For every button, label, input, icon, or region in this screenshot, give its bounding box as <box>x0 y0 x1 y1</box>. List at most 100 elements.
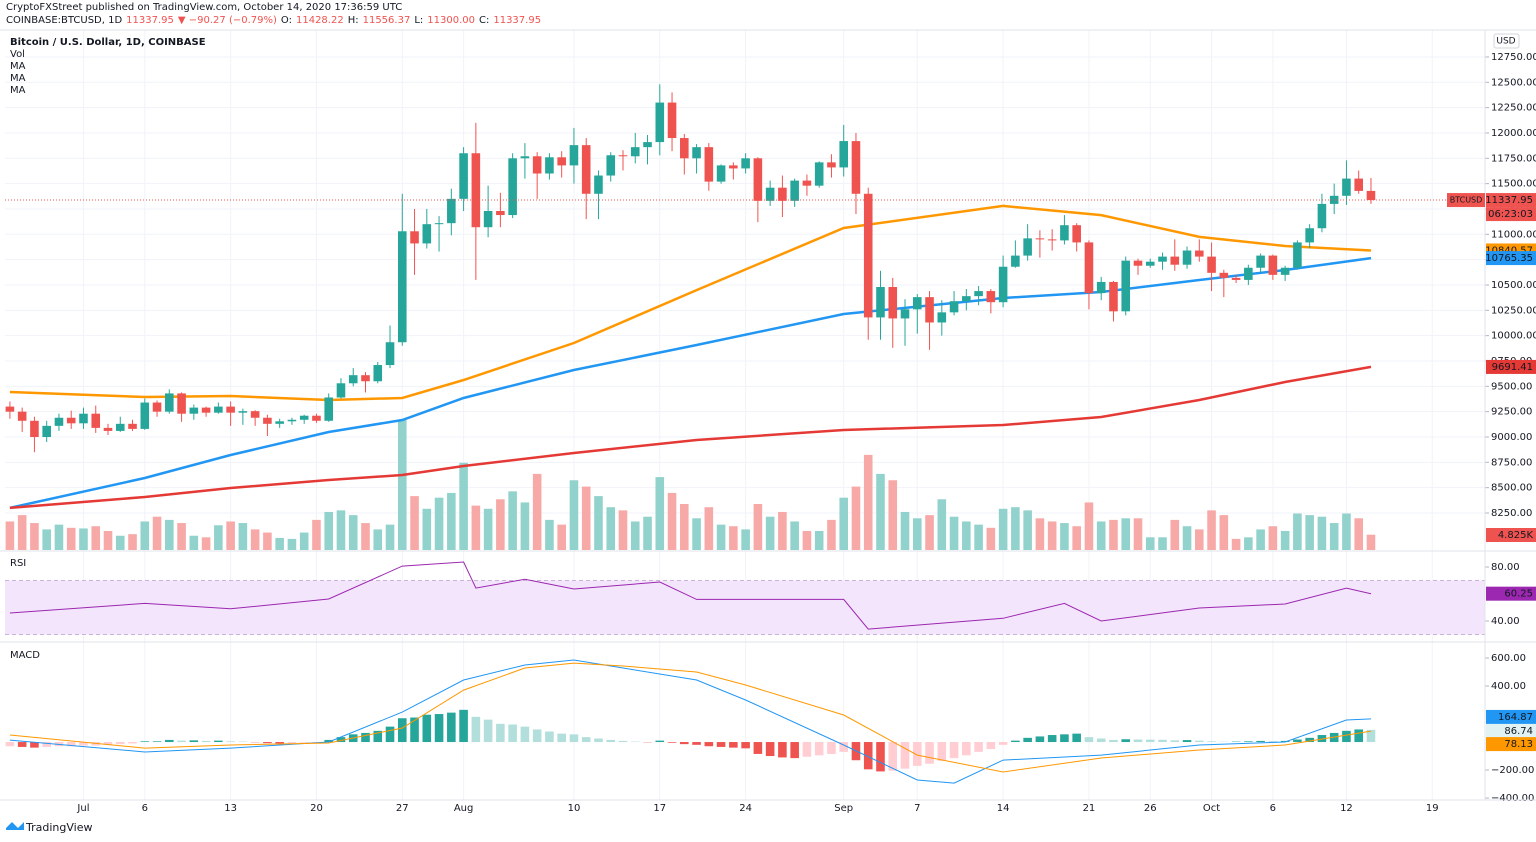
volume-bar <box>361 523 370 550</box>
macd-histogram-bar <box>263 742 272 744</box>
candle-body <box>1060 225 1069 241</box>
candle-body <box>483 211 493 228</box>
y-tick-label: 8750.00 <box>1491 457 1532 468</box>
x-tick-label: Jul <box>76 803 89 814</box>
macd-histogram-bar <box>569 734 579 743</box>
candle-body <box>140 402 150 429</box>
quote-value: 11428.22 <box>295 15 344 26</box>
candle-body <box>103 427 113 431</box>
volume-bar <box>214 525 223 550</box>
legend-ma: MA <box>10 73 26 84</box>
volume-bar <box>1231 538 1241 550</box>
x-tick-label: 6 <box>142 803 148 814</box>
candle-body <box>900 309 910 319</box>
macd-histogram-bar <box>545 731 554 743</box>
macd-histogram-bar <box>937 742 947 761</box>
candle-body <box>1342 178 1351 196</box>
macd-histogram-bar <box>201 740 211 743</box>
volume-bar <box>569 480 579 550</box>
y-tick-label: 10500.00 <box>1491 280 1536 291</box>
y-tick-label: 12000.00 <box>1491 128 1536 139</box>
macd-histogram-bar <box>447 712 456 743</box>
candle-body <box>802 180 812 186</box>
axis-tag-label: 78.13 <box>1504 739 1533 750</box>
volume-bar <box>42 529 51 550</box>
macd-histogram-bar <box>1293 739 1302 743</box>
macd-histogram-bar <box>1047 735 1057 743</box>
volume-bar <box>655 477 665 550</box>
volume-bar <box>1329 523 1339 550</box>
axis-tag-label: 10765.35 <box>1485 253 1533 264</box>
y-tick-label: 600.00 <box>1491 653 1526 664</box>
macd-histogram-bar <box>1133 739 1143 743</box>
x-tick-label: 17 <box>653 803 666 814</box>
candle-body <box>814 162 824 186</box>
candle-body <box>1170 256 1180 265</box>
volume-bar <box>1060 523 1069 550</box>
macd-histogram-bar <box>741 742 750 749</box>
y-tick-label: 9250.00 <box>1491 407 1532 418</box>
last-price: 11337.95 <box>126 15 174 26</box>
macd-histogram-bar <box>324 739 334 743</box>
candle-body <box>177 393 186 414</box>
macd-histogram-bar <box>532 729 542 743</box>
macd-histogram-bar <box>814 742 824 756</box>
quote-value: 11337.95 <box>493 15 542 26</box>
candle-body <box>962 296 971 302</box>
macd-histogram-bar <box>765 742 775 757</box>
candle-body <box>1195 250 1204 257</box>
symbol: COINBASE:BTCUSD, 1D <box>6 15 123 26</box>
macd-histogram-bar <box>128 742 137 744</box>
axis-tag <box>1486 251 1536 266</box>
candle-body <box>434 223 444 225</box>
volume-bar <box>729 526 738 550</box>
volume-bar <box>912 518 922 550</box>
volume-bar <box>1047 521 1057 550</box>
x-tick-label: 27 <box>396 803 409 814</box>
macd-histogram-bar <box>422 714 432 743</box>
macd-histogram-bar <box>165 739 174 743</box>
volume-bar <box>1317 516 1327 550</box>
axis-tag <box>1486 193 1536 208</box>
candle-body <box>275 421 284 424</box>
volume-bar <box>165 519 174 550</box>
macd-histogram-bar <box>17 742 27 747</box>
brand[interactable]: TradingView <box>25 821 92 834</box>
volume-bar <box>17 515 27 550</box>
x-tick-label: 19 <box>1426 803 1439 814</box>
macd-histogram-bar <box>790 742 799 759</box>
y-tick-label: 11750.00 <box>1491 153 1536 164</box>
volume-bar <box>128 534 137 550</box>
y-tick-label: 80.00 <box>1491 562 1520 573</box>
candle-body <box>655 102 665 143</box>
volume-bar <box>299 532 309 550</box>
symbol-tag-label: BTCUSD <box>1450 196 1483 205</box>
volume-bar <box>312 519 321 550</box>
candle-body <box>1293 242 1302 268</box>
volume-bar <box>986 527 996 550</box>
candle-body <box>520 156 530 159</box>
candle-body <box>287 419 297 422</box>
candle-body <box>42 425 51 438</box>
volume-bar <box>201 537 211 550</box>
volume-bar <box>925 515 934 550</box>
currency-box[interactable] <box>1493 33 1520 49</box>
volume-bar <box>532 473 542 550</box>
volume-bar <box>765 516 775 550</box>
candle-body <box>1133 260 1143 266</box>
candle-body <box>201 407 211 413</box>
logo[interactable] <box>6 822 24 830</box>
volume-bar <box>66 527 76 550</box>
candle-body <box>557 157 566 166</box>
volume-bar <box>397 420 407 550</box>
y-tick-label: 11500.00 <box>1491 179 1536 190</box>
candle-body <box>545 157 554 174</box>
axis-tag-label: 164.87 <box>1498 712 1533 723</box>
currency[interactable]: USD <box>1496 37 1515 47</box>
macd-histogram-bar <box>115 742 125 745</box>
quote-label: C: <box>478 15 490 26</box>
volume-bar <box>1109 519 1118 550</box>
candle-body <box>5 406 15 412</box>
candle-body <box>1072 225 1081 243</box>
